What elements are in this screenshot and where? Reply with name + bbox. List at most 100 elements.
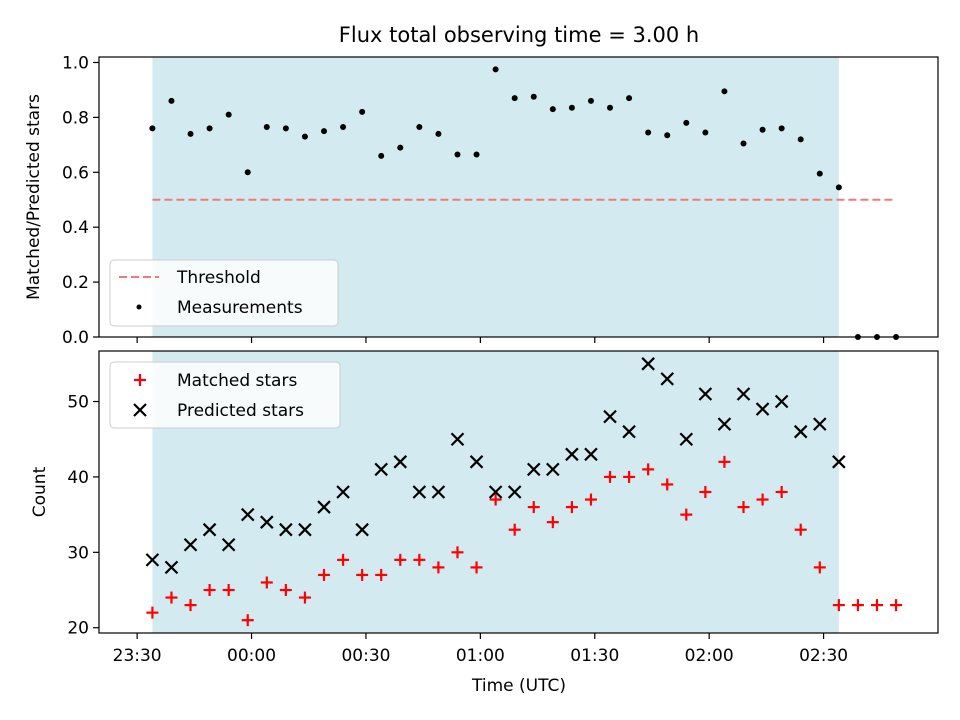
legend-measurements-swatch xyxy=(136,304,142,310)
measurement-point xyxy=(301,133,308,140)
count-panel-frame xyxy=(98,350,939,634)
predicted-star-point xyxy=(793,424,808,439)
matched-star-point xyxy=(260,576,273,589)
count-y-tick-label: 50 xyxy=(67,393,89,413)
matched-star-point xyxy=(489,493,502,506)
measurement-point xyxy=(225,111,232,118)
matched-star-point xyxy=(146,606,159,619)
count-x-tick-label: 01:00 xyxy=(456,646,505,666)
measurement-point xyxy=(549,106,556,113)
predicted-star-point xyxy=(298,522,312,537)
measurement-point xyxy=(206,125,213,132)
predicted-star-point xyxy=(145,553,160,567)
measurement-point xyxy=(416,124,423,130)
ratio-y-tick-label: 1.0 xyxy=(62,53,89,73)
predicted-star-point xyxy=(584,447,598,462)
legend-predicted-label: Predicted stars xyxy=(177,401,304,421)
predicted-star-point xyxy=(641,357,655,371)
measurement-point xyxy=(702,129,709,136)
measurement-point xyxy=(149,125,156,132)
count-x-tick-label: 23:30 xyxy=(113,646,162,666)
predicted-star-point xyxy=(393,455,408,469)
ratio-y-tick-label: 0.4 xyxy=(62,218,89,238)
predicted-star-point xyxy=(355,522,369,537)
measurement-point xyxy=(797,136,804,143)
matched-star-point xyxy=(298,591,311,604)
matched-star-point xyxy=(184,599,197,612)
predicted-star-point xyxy=(221,538,236,552)
matched-star-point xyxy=(584,493,597,506)
count-y-tick-label: 30 xyxy=(67,543,89,563)
measurement-point xyxy=(340,124,347,130)
matched-star-point xyxy=(546,516,559,529)
predicted-star-point xyxy=(717,417,732,431)
predicted-star-point xyxy=(279,522,293,537)
count-y-tick-label: 20 xyxy=(67,619,89,639)
predicted-star-point xyxy=(660,372,675,386)
count-y-tick-label: 40 xyxy=(67,468,89,488)
ratio-y-tick-label: 0.6 xyxy=(62,163,89,183)
ratio-panel-frame xyxy=(98,56,939,338)
matched-star-point xyxy=(661,478,674,491)
predicted-star-point xyxy=(774,394,789,409)
measurement-point xyxy=(378,152,385,159)
measurement-point xyxy=(244,169,251,176)
count-x-tick-label: 02:00 xyxy=(685,646,734,666)
matched-star-point xyxy=(737,501,750,514)
measurement-point xyxy=(321,128,328,135)
predicted-star-point xyxy=(698,387,713,401)
count-y-axis-label: Count xyxy=(30,466,50,517)
predicted-star-point xyxy=(679,432,694,446)
matched-star-point xyxy=(813,561,826,574)
predicted-star-point xyxy=(755,402,770,416)
count-legend-box xyxy=(109,361,341,429)
ratio-x-axis xyxy=(136,337,825,343)
legend-matched-swatch xyxy=(134,374,146,386)
matched-star-point xyxy=(718,455,731,468)
predicted-stars-series xyxy=(145,357,846,575)
predicted-star-point xyxy=(431,485,446,499)
matched-star-point xyxy=(222,584,235,597)
ratio-y-axis-label: Matched/Predicted stars xyxy=(24,94,44,300)
ratio-legend-box xyxy=(109,259,339,327)
ratio-panel: 0.0 0.2 0.4 0.6 0.8 1.0 Matched/Predicted sta… xyxy=(24,53,939,348)
count-x-tick-label: 00:00 xyxy=(227,646,276,666)
measurement-point xyxy=(187,130,194,137)
ratio-y-axis: 0.0 0.2 0.4 0.6 0.8 1.0 xyxy=(62,53,99,348)
measurement-point xyxy=(835,184,842,191)
matched-star-point xyxy=(241,614,254,627)
matched-star-point xyxy=(642,463,655,476)
count-x-tick-label: 00:30 xyxy=(341,646,390,666)
measurement-point xyxy=(645,129,652,136)
predicted-star-point xyxy=(260,515,274,529)
ratio-legend: Threshold Measurements xyxy=(109,259,339,327)
legend-matched-label: Matched stars xyxy=(177,371,297,391)
matched-star-point xyxy=(775,486,788,498)
measurement-point xyxy=(454,151,461,158)
count-x-tick-label: 01:30 xyxy=(570,646,619,666)
matched-star-point xyxy=(470,561,483,574)
predicted-star-point xyxy=(736,387,751,401)
predicted-star-point xyxy=(450,432,465,446)
measurement-point xyxy=(816,170,823,177)
matched-stars-series xyxy=(146,455,903,627)
matched-star-point xyxy=(832,599,845,612)
measurement-point xyxy=(435,130,442,137)
measurement-point xyxy=(759,126,766,133)
matched-star-point xyxy=(413,553,426,566)
matched-star-point xyxy=(794,523,807,536)
predicted-star-point xyxy=(469,455,484,469)
matched-star-point xyxy=(432,561,445,574)
measurement-point xyxy=(740,140,747,147)
matched-star-point xyxy=(375,568,388,581)
x-axis-label: Time (UTC) xyxy=(471,676,566,696)
matched-star-point xyxy=(851,599,864,612)
count-x-axis: 23:30 00:00 00:30 01:00 01:30 02:00 02:30 xyxy=(113,633,848,666)
measurement-point xyxy=(511,95,518,102)
predicted-star-point xyxy=(240,507,255,522)
predicted-star-point xyxy=(164,560,179,575)
predicted-star-point xyxy=(832,455,846,469)
predicted-star-point xyxy=(546,462,560,477)
measurement-point xyxy=(263,124,270,130)
measurement-point xyxy=(587,97,594,104)
